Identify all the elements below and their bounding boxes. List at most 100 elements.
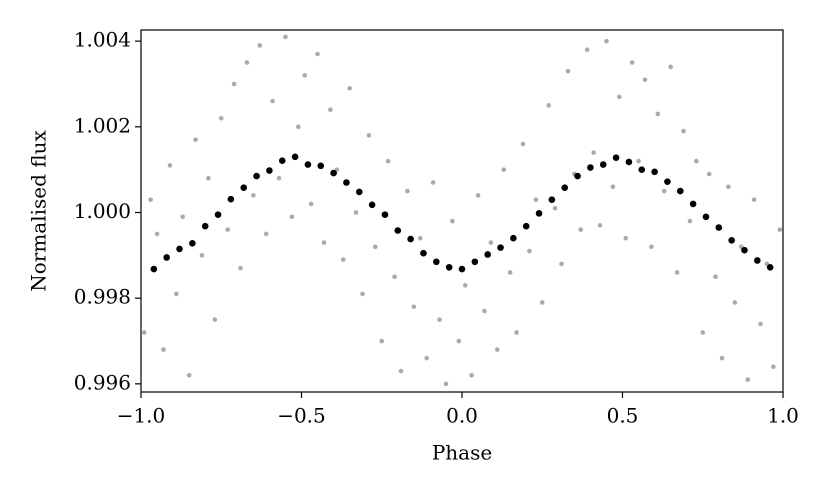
- data-point: [186, 372, 192, 378]
- data-point: [373, 244, 378, 250]
- data-point: [706, 171, 712, 177]
- data-point: [443, 381, 449, 387]
- data-point: [514, 330, 519, 335]
- data-point: [231, 81, 237, 87]
- data-point: [225, 227, 230, 232]
- data-point: [604, 38, 609, 44]
- data-point: [655, 111, 661, 117]
- data-point: [163, 254, 170, 261]
- data-point: [715, 224, 723, 231]
- data-point: [315, 51, 320, 57]
- data-point: [253, 172, 260, 180]
- data-point: [189, 240, 196, 247]
- data-point: [597, 223, 603, 228]
- data-point: [347, 85, 352, 91]
- data-point: [469, 372, 474, 378]
- data-point: [713, 274, 718, 280]
- y-axis-label: Normalised flux: [27, 130, 51, 292]
- data-point: [206, 175, 211, 181]
- data-point: [700, 330, 706, 335]
- data-point: [591, 150, 596, 155]
- data-point: [754, 257, 761, 264]
- data-point: [741, 246, 748, 254]
- data-point: [482, 308, 487, 314]
- data-point: [694, 158, 699, 164]
- data-point: [308, 201, 314, 207]
- data-point: [244, 60, 250, 65]
- data-point: [522, 222, 530, 230]
- data-point: [539, 300, 545, 305]
- data-point: [625, 158, 633, 166]
- data-point: [501, 167, 507, 172]
- data-point: [278, 157, 286, 164]
- data-point: [450, 218, 455, 224]
- data-point: [405, 188, 410, 194]
- data-point: [629, 60, 635, 65]
- data-point: [664, 178, 671, 185]
- data-point: [612, 154, 620, 161]
- data-point: [484, 251, 491, 258]
- data-point: [475, 193, 481, 198]
- plot-frame: [140, 29, 784, 393]
- data-point: [687, 218, 693, 224]
- data-point: [193, 137, 198, 142]
- y-tick-label: 0.998: [74, 285, 131, 309]
- data-point: [366, 133, 372, 138]
- data-point: [777, 227, 783, 232]
- data-point: [462, 283, 468, 288]
- data-point: [180, 214, 186, 220]
- data-point: [766, 264, 774, 271]
- data-point: [212, 317, 218, 322]
- data-point: [417, 235, 423, 241]
- data-point: [433, 258, 440, 266]
- data-point: [240, 184, 248, 191]
- data-point: [263, 231, 269, 237]
- data-point: [141, 330, 147, 335]
- data-point: [559, 261, 564, 267]
- data-point: [458, 265, 466, 273]
- data-point: [291, 153, 299, 161]
- data-point: [411, 304, 417, 310]
- y-tick-label: 0.996: [74, 370, 131, 394]
- data-point: [360, 291, 365, 297]
- data-point: [674, 270, 680, 275]
- data-point: [565, 68, 571, 74]
- data-point: [552, 205, 558, 211]
- data-point: [437, 317, 442, 322]
- data-point: [668, 64, 673, 70]
- data-point: [649, 244, 654, 250]
- data-point: [150, 265, 158, 273]
- x-tick-label: 1.0: [767, 404, 799, 428]
- data-point: [732, 300, 738, 305]
- data-point: [251, 193, 256, 198]
- data-point: [623, 235, 629, 241]
- data-point: [154, 231, 160, 237]
- data-point: [726, 184, 731, 190]
- data-point: [430, 180, 436, 185]
- data-point: [199, 253, 205, 258]
- data-point: [302, 73, 308, 78]
- data-point: [343, 179, 350, 186]
- data-point: [651, 168, 658, 176]
- data-point: [702, 213, 710, 221]
- data-point: [497, 244, 504, 251]
- data-point: [283, 34, 288, 40]
- data-point: [340, 257, 346, 262]
- data-point: [574, 172, 581, 180]
- data-point: [728, 237, 735, 244]
- data-point: [148, 197, 153, 202]
- data-point: [276, 175, 282, 181]
- data-point: [758, 321, 763, 327]
- data-point: [745, 377, 750, 382]
- data-point: [771, 364, 776, 370]
- data-point: [561, 184, 569, 191]
- data-point: [689, 200, 697, 208]
- data-point: [407, 235, 414, 243]
- data-point: [214, 211, 222, 218]
- data-point: [638, 166, 646, 173]
- data-point: [330, 169, 337, 177]
- x-tick-label: 0.0: [446, 404, 478, 428]
- x-tick-label: −1.0: [117, 404, 166, 428]
- data-point: [616, 94, 622, 100]
